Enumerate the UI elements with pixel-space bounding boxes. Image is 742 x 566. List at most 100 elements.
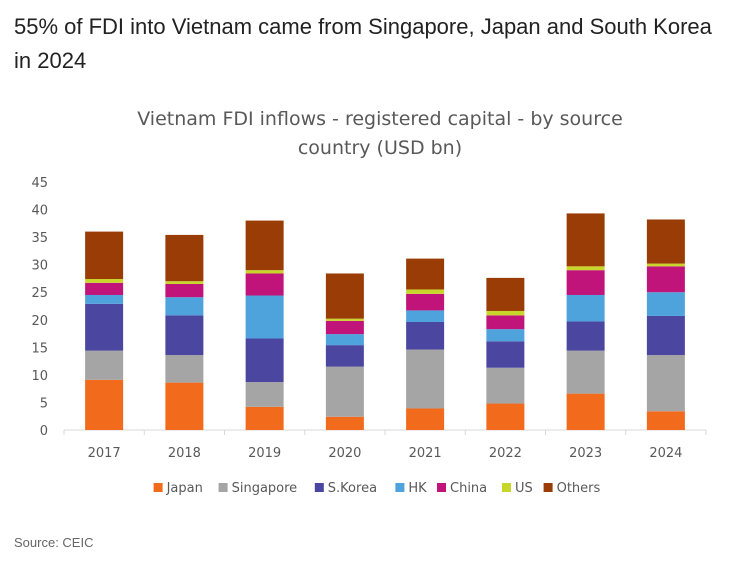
legend-item-japan: Japan <box>153 481 203 496</box>
bar-segment-skorea-2017 <box>85 303 124 351</box>
y-tick-label: 35 <box>31 231 48 246</box>
bar-segment-skorea-2024 <box>646 315 685 356</box>
bar-segment-japan-2019 <box>245 406 284 430</box>
bar-segment-others-2018 <box>165 234 204 282</box>
bar-segment-singapore-2024 <box>646 355 685 412</box>
y-tick-label: 10 <box>31 369 48 384</box>
legend-label: Japan <box>166 481 203 496</box>
bar-segment-us-2020 <box>325 318 364 321</box>
legend-label: HK <box>408 481 427 496</box>
legend-item-hk: HK <box>395 481 427 496</box>
bar-segment-china-2021 <box>406 293 445 311</box>
legend-item-us: US <box>502 481 533 496</box>
bar-segment-singapore-2019 <box>245 382 284 407</box>
bar-segment-hk-2023 <box>566 294 605 322</box>
y-tick-label: 45 <box>31 176 48 191</box>
y-tick-label: 25 <box>31 286 48 301</box>
bar-segment-hk-2018 <box>165 297 204 316</box>
bar-segment-skorea-2020 <box>325 345 364 367</box>
bar-segment-china-2019 <box>245 273 284 296</box>
bar-segment-japan-2023 <box>566 393 605 430</box>
bar-segment-hk-2024 <box>646 292 685 316</box>
x-tick-label: 2018 <box>168 446 201 461</box>
stacked-bar-chart: 0 5 10 15 20 25 30 35 40 45 2017 2018 2019 2020 2021 20… <box>31 176 707 496</box>
legend-swatch <box>153 483 163 492</box>
source-note: Source: CEIC <box>14 535 94 550</box>
bar-segment-us-2017 <box>85 278 124 283</box>
bar-segment-china-2020 <box>325 320 364 335</box>
y-tick-label: 0 <box>40 424 48 439</box>
bar-segment-hk-2021 <box>406 310 445 322</box>
bar-segment-us-2023 <box>566 266 605 271</box>
bar-segment-china-2018 <box>165 283 204 298</box>
bar-segment-japan-2021 <box>406 408 445 430</box>
bar-segment-japan-2020 <box>325 416 364 430</box>
legend-label: S.Korea <box>328 481 377 496</box>
x-tick-label: 2022 <box>489 446 522 461</box>
x-tick-label: 2023 <box>569 446 602 461</box>
bar-segment-us-2021 <box>406 289 445 294</box>
bar-segment-hk-2020 <box>325 334 364 346</box>
bar-segment-singapore-2022 <box>486 367 525 404</box>
legend-swatch <box>395 483 405 492</box>
bar-segment-us-2024 <box>646 263 685 267</box>
y-tick-label: 5 <box>40 396 48 411</box>
chart-title-line-1: Vietnam FDI inflows - registered capital… <box>137 108 623 130</box>
bar-segment-japan-2022 <box>486 403 525 430</box>
bar-segment-skorea-2021 <box>406 321 445 350</box>
bar-segment-china-2024 <box>646 266 685 293</box>
legend-label: China <box>450 481 487 496</box>
y-tick-label: 15 <box>31 341 48 356</box>
bar-segment-us-2019 <box>245 270 284 274</box>
bar-segment-others-2019 <box>245 220 284 271</box>
bar-segment-japan-2017 <box>85 379 124 430</box>
x-tick-label: 2020 <box>328 446 361 461</box>
bar-segment-china-2023 <box>566 270 605 295</box>
legend-item-singapore: Singapore <box>218 481 298 496</box>
legend-label: Others <box>557 481 601 496</box>
bar-segment-others-2022 <box>486 277 525 311</box>
legend-swatch <box>502 483 511 492</box>
bar-segment-singapore-2021 <box>406 349 445 409</box>
y-tick-label: 40 <box>31 204 48 219</box>
bar-segment-skorea-2018 <box>165 315 204 356</box>
legend-swatch <box>218 483 228 492</box>
y-tick-label: 20 <box>31 314 48 329</box>
bar-segment-skorea-2022 <box>486 341 525 368</box>
legend-label: Singapore <box>232 481 298 496</box>
legend-item-china: China <box>437 481 487 496</box>
bar-segment-us-2018 <box>165 281 204 284</box>
bar-segment-hk-2019 <box>245 295 284 339</box>
bar-segment-skorea-2023 <box>566 321 605 351</box>
bar-segment-us-2022 <box>486 310 525 316</box>
x-tick-label: 2017 <box>88 446 121 461</box>
legend-item-skorea: S.Korea <box>314 481 377 496</box>
bar-segment-japan-2018 <box>165 382 204 430</box>
bar-segment-singapore-2017 <box>85 350 124 380</box>
headline: 55% of FDI into Vietnam came from Singap… <box>14 14 712 73</box>
chart-container: Vietnam FDI inflows - registered capital… <box>0 96 742 516</box>
chart-title-line-2: country (USD bn) <box>297 137 463 159</box>
bar-segment-singapore-2018 <box>165 355 204 383</box>
legend-item-others: Others <box>543 481 601 496</box>
bar-segment-others-2024 <box>646 219 685 264</box>
bar-segment-others-2017 <box>85 231 124 279</box>
bar-segment-hk-2022 <box>486 329 525 342</box>
bar-segment-singapore-2023 <box>566 350 605 394</box>
bar-segment-skorea-2019 <box>245 338 284 383</box>
bar-segment-japan-2024 <box>646 411 685 430</box>
x-tick-label: 2019 <box>248 446 281 461</box>
legend-label: US <box>515 481 533 496</box>
bar-segment-others-2020 <box>325 273 364 319</box>
bar-segment-hk-2017 <box>85 294 124 304</box>
x-tick-label: 2024 <box>649 446 682 461</box>
legend-swatch <box>314 483 324 492</box>
y-tick-label: 30 <box>31 259 48 274</box>
bar-segment-others-2023 <box>566 213 605 267</box>
bar-segment-singapore-2020 <box>325 366 364 417</box>
bar-segment-others-2021 <box>406 258 445 290</box>
legend-swatch <box>543 483 553 492</box>
legend-swatch <box>437 483 446 492</box>
bar-segment-china-2022 <box>486 315 525 330</box>
x-tick-label: 2021 <box>409 446 442 461</box>
